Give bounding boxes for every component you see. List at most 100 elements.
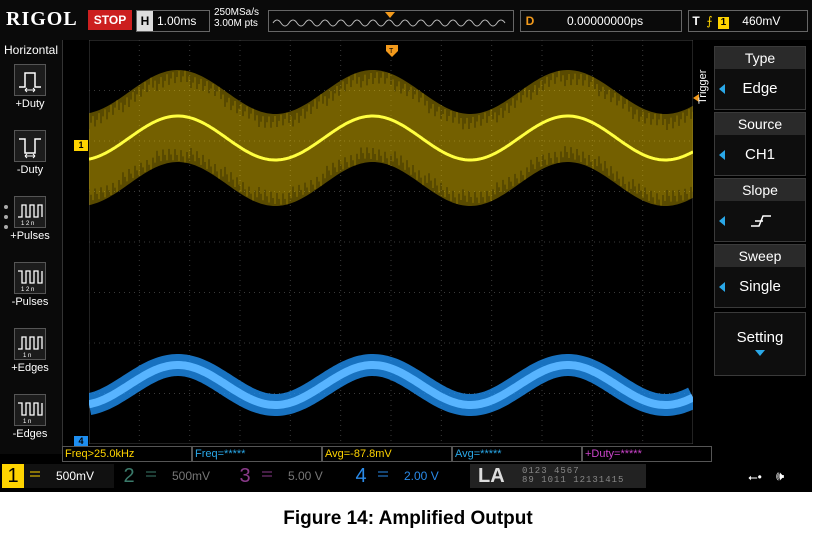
menu-trigger-source[interactable]: Source CH1 <box>714 112 806 176</box>
channel-4-box[interactable]: 4 2.00 V <box>350 464 462 488</box>
svg-text:1 n: 1 n <box>23 353 31 359</box>
status-bar: RIGOL STOP H 1.00ms 250MSa/s 3.00M pts D 0… <box>0 0 812 40</box>
measure-label: +Pulses <box>10 230 50 242</box>
sample-rate: 250MSa/s <box>214 7 260 18</box>
svg-text:1 2 n: 1 2 n <box>21 287 34 293</box>
measurement-avg-ch4[interactable]: Avg=***** <box>452 446 582 462</box>
submenu-arrow-icon <box>755 350 765 356</box>
measure-label: -Duty <box>16 164 44 176</box>
measure-label: -Edges <box>12 428 48 440</box>
measure-neg-pulses[interactable]: 1 2 n -Pulses <box>2 260 58 322</box>
measure-label: +Duty <box>15 98 45 110</box>
menu-trigger-slope[interactable]: Slope <box>714 178 806 242</box>
menu-item-value: Single <box>739 278 781 295</box>
delay-readout[interactable]: D 0.00000000ps <box>520 10 682 32</box>
svg-text:1 n: 1 n <box>23 419 31 425</box>
trigger-level-marker[interactable] <box>693 94 699 102</box>
channel-scale: 5.00 V <box>288 469 323 483</box>
pos-pulses-icon: 1 2 n <box>14 196 46 228</box>
svg-text:1 2 n: 1 2 n <box>21 221 34 227</box>
trigger-channel: 1 <box>717 17 729 29</box>
channel-3-box[interactable]: 3 5.00 V <box>234 464 346 488</box>
measure-pos-duty[interactable]: +Duty <box>2 62 58 124</box>
menu-section-label: Trigger <box>697 69 709 104</box>
menu-trigger-sweep[interactable]: Sweep Single <box>714 244 806 308</box>
neg-edges-icon: 1 n <box>14 394 46 426</box>
measure-neg-duty[interactable]: -Duty <box>2 128 58 190</box>
memory-position-strip[interactable] <box>268 10 514 32</box>
coupling-dc-icon <box>30 471 40 477</box>
measurement-readouts: Freq>25.0kHz Freq=***** Avg=-87.8mV Avg=… <box>62 446 712 462</box>
menu-item-title: Type <box>715 47 805 69</box>
menu-item-value: Edge <box>742 80 778 97</box>
channel-2-box[interactable]: 2 500mV <box>118 464 230 488</box>
rising-edge-icon: ⨍ <box>706 14 713 28</box>
ch4-waveform <box>89 354 693 416</box>
neg-pulses-icon: 1 2 n <box>14 262 46 294</box>
setting-label: Setting <box>736 329 784 346</box>
horizontal-key: H <box>137 11 153 31</box>
pos-duty-icon <box>14 64 46 96</box>
measurement-avg-ch1[interactable]: Avg=-87.8mV <box>322 446 452 462</box>
la-channel-bits: 0123 4567 89 1011 12131415 <box>522 467 624 485</box>
coupling-dc-icon <box>262 471 272 477</box>
delay-key: D <box>525 14 535 28</box>
trigger-level: 460mV <box>742 14 781 28</box>
channel-scale: 500mV <box>56 469 95 483</box>
menu-trigger-setting[interactable]: Setting <box>714 312 806 376</box>
neg-duty-icon <box>14 130 46 162</box>
menu-item-title: Sweep <box>715 245 805 267</box>
measurement-freq-ch4[interactable]: Freq=***** <box>192 446 322 462</box>
channel-number: 3 <box>239 465 251 487</box>
channel-bar: 1 500mV 2 500mV 3 5.00 V 4 2.00 V LA 012… <box>0 462 812 490</box>
menu-item-title: Slope <box>715 179 805 201</box>
pos-edges-icon: 1 n <box>14 328 46 360</box>
waveform-graticule[interactable] <box>89 40 693 444</box>
measure-neg-edges[interactable]: 1 n -Edges <box>2 392 58 454</box>
trigger-readout[interactable]: T ⨍ 1 460mV <box>688 10 808 32</box>
timebase-value: 1.00ms <box>157 14 197 28</box>
measurement-freq-ch1[interactable]: Freq>25.0kHz <box>62 446 192 462</box>
memory-waveform-icon <box>272 12 506 27</box>
channel-scale: 500mV <box>172 469 211 483</box>
la-label: LA <box>478 465 505 487</box>
measure-panel: Horizontal +Duty -Duty 1 2 n +Pulses 1 2… <box>0 40 63 454</box>
horizontal-timebase[interactable]: H 1.00ms <box>136 10 210 32</box>
select-arrow-icon <box>719 84 725 94</box>
select-arrow-icon <box>719 216 725 226</box>
measurement-duty[interactable]: +Duty=***** <box>582 446 712 462</box>
channel-scale: 2.00 V <box>404 469 439 483</box>
ch1-waveform <box>89 70 693 206</box>
channel-number: 4 <box>355 465 367 487</box>
channel-1-box[interactable]: 1 500mV <box>2 464 114 488</box>
memory-depth: 3.00M pts <box>214 18 258 29</box>
menu-item-value: CH1 <box>744 146 775 163</box>
channel-number: 1 <box>2 464 24 488</box>
select-arrow-icon <box>719 282 725 292</box>
select-arrow-icon <box>719 150 725 160</box>
trigger-position-marker[interactable]: T <box>386 45 398 61</box>
channel-number: 2 <box>123 465 135 487</box>
ch1-offset-marker[interactable]: 1 <box>74 140 88 151</box>
grid-lines <box>89 40 693 444</box>
la-bits-bottom: 89 1011 12131415 <box>522 475 625 485</box>
menu-trigger-type[interactable]: Type Edge <box>714 46 806 110</box>
acquisition-info: 250MSa/s 3.00M pts <box>214 7 259 29</box>
ch4-offset-marker[interactable]: 4 <box>74 436 88 447</box>
speaker-mute-icon[interactable]: 🕪 <box>776 468 785 483</box>
figure-caption: Figure 14: Amplified Output <box>283 508 533 529</box>
trigger-key: T <box>692 14 700 28</box>
rising-slope-icon <box>751 215 771 227</box>
la-bits-top: 0123 4567 <box>522 466 580 476</box>
menu-item-title: Source <box>715 113 805 135</box>
run-stop-badge[interactable]: STOP <box>88 10 132 30</box>
logic-analyzer-box[interactable]: LA 0123 4567 89 1011 12131415 <box>470 464 646 488</box>
brand-logo: RIGOL <box>6 8 78 30</box>
page-dots-icon <box>4 205 8 235</box>
delay-value: 0.00000000ps <box>567 14 644 28</box>
measure-panel-title: Horizontal <box>4 43 59 57</box>
measure-pos-pulses[interactable]: 1 2 n +Pulses <box>2 194 58 256</box>
measure-label: -Pulses <box>11 296 49 308</box>
measure-label: +Edges <box>11 362 49 374</box>
measure-pos-edges[interactable]: 1 n +Edges <box>2 326 58 388</box>
